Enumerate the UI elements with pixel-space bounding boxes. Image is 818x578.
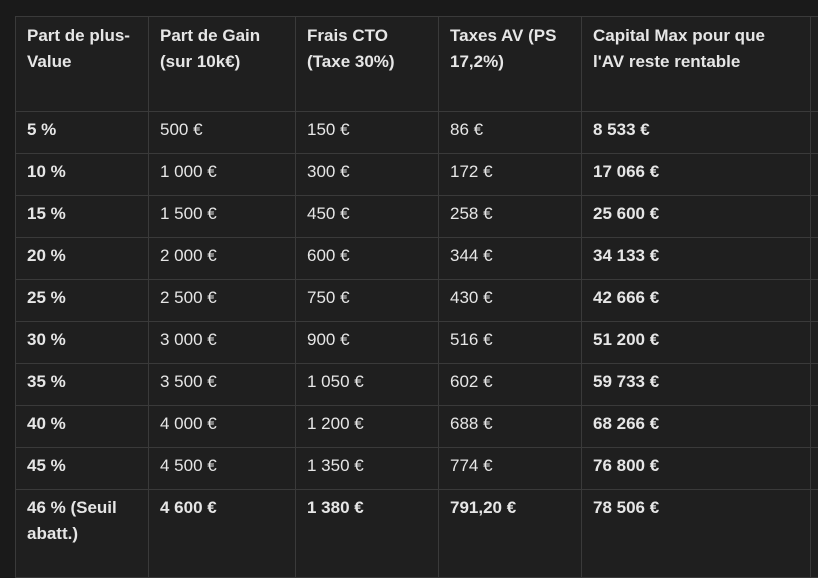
table-cell: 10 % [16,154,149,196]
table-cell [811,196,818,238]
table-cell: 68 266 € [582,406,811,448]
table-cell: 3 000 € [149,322,296,364]
table-cell [811,448,818,490]
table-cell: 40 % [16,406,149,448]
table-cell: 450 € [296,196,439,238]
column-header [811,17,818,112]
table-cell: 45 % [16,448,149,490]
table-cell: 688 € [439,406,582,448]
column-header: Capital Max pour que l'AV reste rentable [582,17,811,112]
table-cell: 35 % [16,364,149,406]
table-cell [811,406,818,448]
table-cell: 25 600 € [582,196,811,238]
table-row: 40 %4 000 €1 200 €688 €68 266 € [16,406,818,448]
table-cell: 1 350 € [296,448,439,490]
table-row: 46 % (Seuil abatt.)4 600 €1 380 €791,20 … [16,490,818,578]
table-row: 15 %1 500 €450 €258 €25 600 € [16,196,818,238]
table-cell: 500 € [149,112,296,154]
table-cell: 1 380 € [296,490,439,578]
column-header: Part de plus-Value [16,17,149,112]
table-cell: 258 € [439,196,582,238]
table-cell: 344 € [439,238,582,280]
table-cell: 2 000 € [149,238,296,280]
table-cell: 900 € [296,322,439,364]
table-row: 45 %4 500 €1 350 €774 €76 800 € [16,448,818,490]
table-cell: 1 050 € [296,364,439,406]
table-cell [811,364,818,406]
table-cell: 430 € [439,280,582,322]
table-cell: 300 € [296,154,439,196]
table-cell: 30 % [16,322,149,364]
table-cell: 1 000 € [149,154,296,196]
table-row: 30 %3 000 €900 €516 €51 200 € [16,322,818,364]
table-cell: 76 800 € [582,448,811,490]
table-cell [811,238,818,280]
table-row: 25 %2 500 €750 €430 €42 666 € [16,280,818,322]
table-cell: 86 € [439,112,582,154]
table-cell: 1 200 € [296,406,439,448]
table-cell: 4 600 € [149,490,296,578]
table-cell: 1 500 € [149,196,296,238]
table-cell: 51 200 € [582,322,811,364]
table-cell [811,154,818,196]
table-cell: 600 € [296,238,439,280]
table-cell: 4 000 € [149,406,296,448]
table-row: 5 %500 €150 €86 €8 533 € [16,112,818,154]
table-cell: 17 066 € [582,154,811,196]
table-cell: 750 € [296,280,439,322]
table-cell: 8 533 € [582,112,811,154]
table-cell [811,280,818,322]
table-cell: 59 733 € [582,364,811,406]
table-cell: 602 € [439,364,582,406]
table-cell: 34 133 € [582,238,811,280]
table-cell [811,490,818,578]
table-cell: 3 500 € [149,364,296,406]
column-header: Part de Gain (sur 10k€) [149,17,296,112]
table-row: 20 %2 000 €600 €344 €34 133 € [16,238,818,280]
table-cell: 42 666 € [582,280,811,322]
table-cell: 20 % [16,238,149,280]
table-cell [811,112,818,154]
table-cell: 4 500 € [149,448,296,490]
table-row: 35 %3 500 €1 050 €602 €59 733 € [16,364,818,406]
table-cell: 172 € [439,154,582,196]
table-cell: 150 € [296,112,439,154]
table-cell: 516 € [439,322,582,364]
table-cell: 5 % [16,112,149,154]
table-cell: 78 506 € [582,490,811,578]
table-cell: 2 500 € [149,280,296,322]
table-cell: 791,20 € [439,490,582,578]
column-header: Frais CTO (Taxe 30%) [296,17,439,112]
table-cell: 15 % [16,196,149,238]
table-cell: 774 € [439,448,582,490]
table-cell: 46 % (Seuil abatt.) [16,490,149,578]
table-cell [811,322,818,364]
table-row: 10 %1 000 €300 €172 €17 066 € [16,154,818,196]
table-cell: 25 % [16,280,149,322]
column-header: Taxes AV (PS 17,2%) [439,17,582,112]
